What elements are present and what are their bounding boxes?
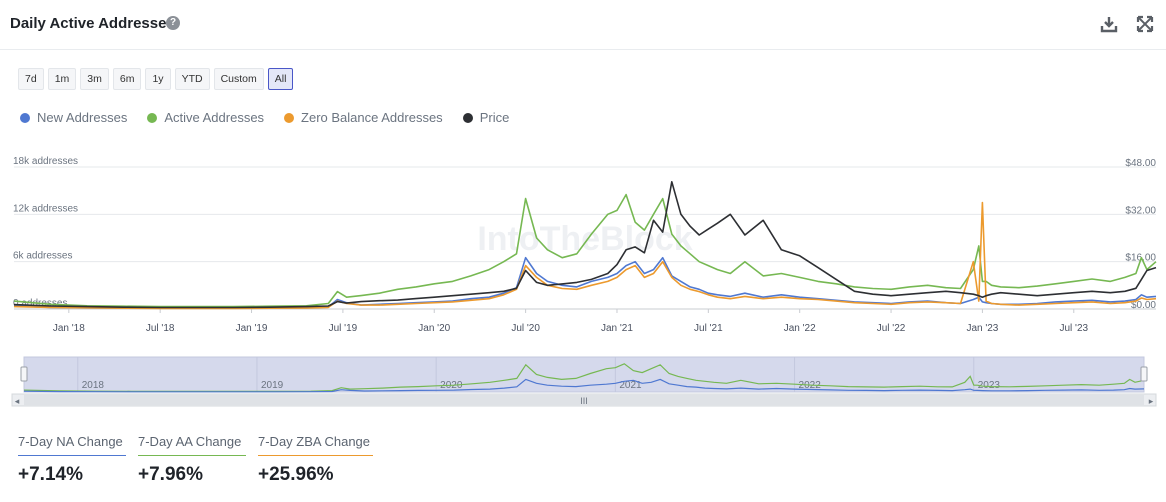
legend-dot — [462, 112, 473, 123]
navigator-selection — [23, 356, 1145, 393]
y-right-tick-label: $32.00 — [1125, 205, 1156, 216]
x-tick-label: Jul '22 — [877, 323, 906, 334]
scroll-right-arrow-icon: ▸ — [1149, 397, 1154, 407]
scrollbar-thumb — [24, 395, 1144, 405]
legend-label: New Addresses — [37, 110, 128, 125]
range-button[interactable]: YTD — [174, 68, 210, 90]
x-tick-label: Jul '23 — [1059, 323, 1088, 334]
legend-label: Zero Balance Addresses — [301, 110, 443, 125]
range-button[interactable]: 1m — [47, 68, 77, 90]
x-tick-label: Jul '19 — [329, 323, 358, 334]
x-tick-label: Jan '19 — [236, 323, 268, 334]
stat-active-addresses: 7-Day AA Change +7.96% — [138, 434, 246, 486]
legend-item-zero-balance-addresses[interactable]: Zero Balance Addresses — [284, 110, 443, 125]
x-tick-label: Jan '22 — [784, 323, 816, 334]
y-left-tick-label: 6k addresses — [13, 251, 72, 262]
stat-label: 7-Day AA Change — [138, 434, 246, 456]
range-button-active[interactable]: All — [267, 68, 294, 90]
scroll-left-arrow-icon: ◂ — [15, 397, 20, 407]
navigator-handle — [1140, 366, 1148, 382]
x-tick-label: Jan '23 — [966, 323, 998, 334]
range-button[interactable]: 7d — [18, 68, 44, 90]
navigator-year-label: 2023 — [978, 380, 1001, 391]
series-line-active-addresses — [13, 193, 1157, 308]
page-title: Daily Active Addresses — [10, 15, 175, 32]
x-tick-label: Jul '21 — [694, 323, 723, 334]
range-button[interactable]: Custom — [213, 68, 264, 90]
legend-dot — [20, 112, 30, 123]
legend-dot — [284, 112, 295, 123]
navigator-series-line — [23, 378, 1145, 393]
download-icon[interactable] — [1100, 15, 1118, 33]
range-button[interactable]: 1y — [145, 68, 171, 90]
navigator-handle — [20, 366, 28, 382]
series-line-zero-balance-addresses — [13, 201, 1157, 310]
time-range-selector: 7d 1m 3m 6m 1y YTD Custom All — [18, 68, 294, 90]
navigator-year-label: 2019 — [261, 380, 284, 391]
chart-header: Daily Active Addresses ? — [0, 0, 1166, 50]
stat-new-addresses: 7-Day NA Change +7.14% — [18, 434, 126, 486]
y-right-tick-label: $0.00 — [1131, 300, 1156, 311]
navigator-year-label: 2021 — [619, 380, 642, 391]
x-tick-label: Jan '18 — [53, 323, 85, 334]
range-button[interactable]: 6m — [112, 68, 142, 90]
scrollbar-grip-icon: III — [580, 396, 588, 406]
x-tick-label: Jan '21 — [601, 323, 633, 334]
x-tick-label: Jul '20 — [511, 323, 540, 334]
x-tick-label: Jan '20 — [418, 323, 450, 334]
chart-legend: New Addresses Active Addresses Zero Bala… — [20, 110, 509, 125]
stat-label: 7-Day ZBA Change — [258, 434, 373, 456]
stat-value: +7.96% — [138, 464, 203, 485]
legend-item-price[interactable]: Price — [462, 110, 510, 125]
y-left-tick-label: 18k addresses — [13, 156, 78, 167]
legend-label: Price — [479, 110, 510, 125]
change-stats: 7-Day NA Change +7.14% 7-Day AA Change +… — [18, 434, 373, 486]
stat-label: 7-Day NA Change — [18, 434, 126, 456]
legend-label: Active Addresses — [164, 110, 265, 125]
y-right-tick-label: $48.00 — [1125, 158, 1156, 169]
stat-value: +25.96% — [258, 464, 334, 485]
legend-item-new-addresses[interactable]: New Addresses — [20, 110, 127, 125]
navigator-year-label: 2018 — [82, 380, 105, 391]
x-tick-label: Jul '18 — [146, 323, 175, 334]
legend-item-active-addresses[interactable]: Active Addresses — [147, 110, 264, 125]
legend-dot — [147, 112, 158, 123]
stat-zero-balance-addresses: 7-Day ZBA Change +25.96% — [258, 434, 373, 486]
fullscreen-icon[interactable] — [1136, 15, 1154, 33]
range-button[interactable]: 3m — [80, 68, 109, 90]
help-icon[interactable]: ? — [166, 16, 180, 30]
y-left-tick-label: 12k addresses — [13, 203, 78, 214]
watermark: IntoTheBlock — [477, 220, 692, 258]
stat-value: +7.14% — [18, 464, 83, 485]
series-line-price — [13, 180, 1157, 309]
navigator-series-line — [23, 363, 1145, 393]
